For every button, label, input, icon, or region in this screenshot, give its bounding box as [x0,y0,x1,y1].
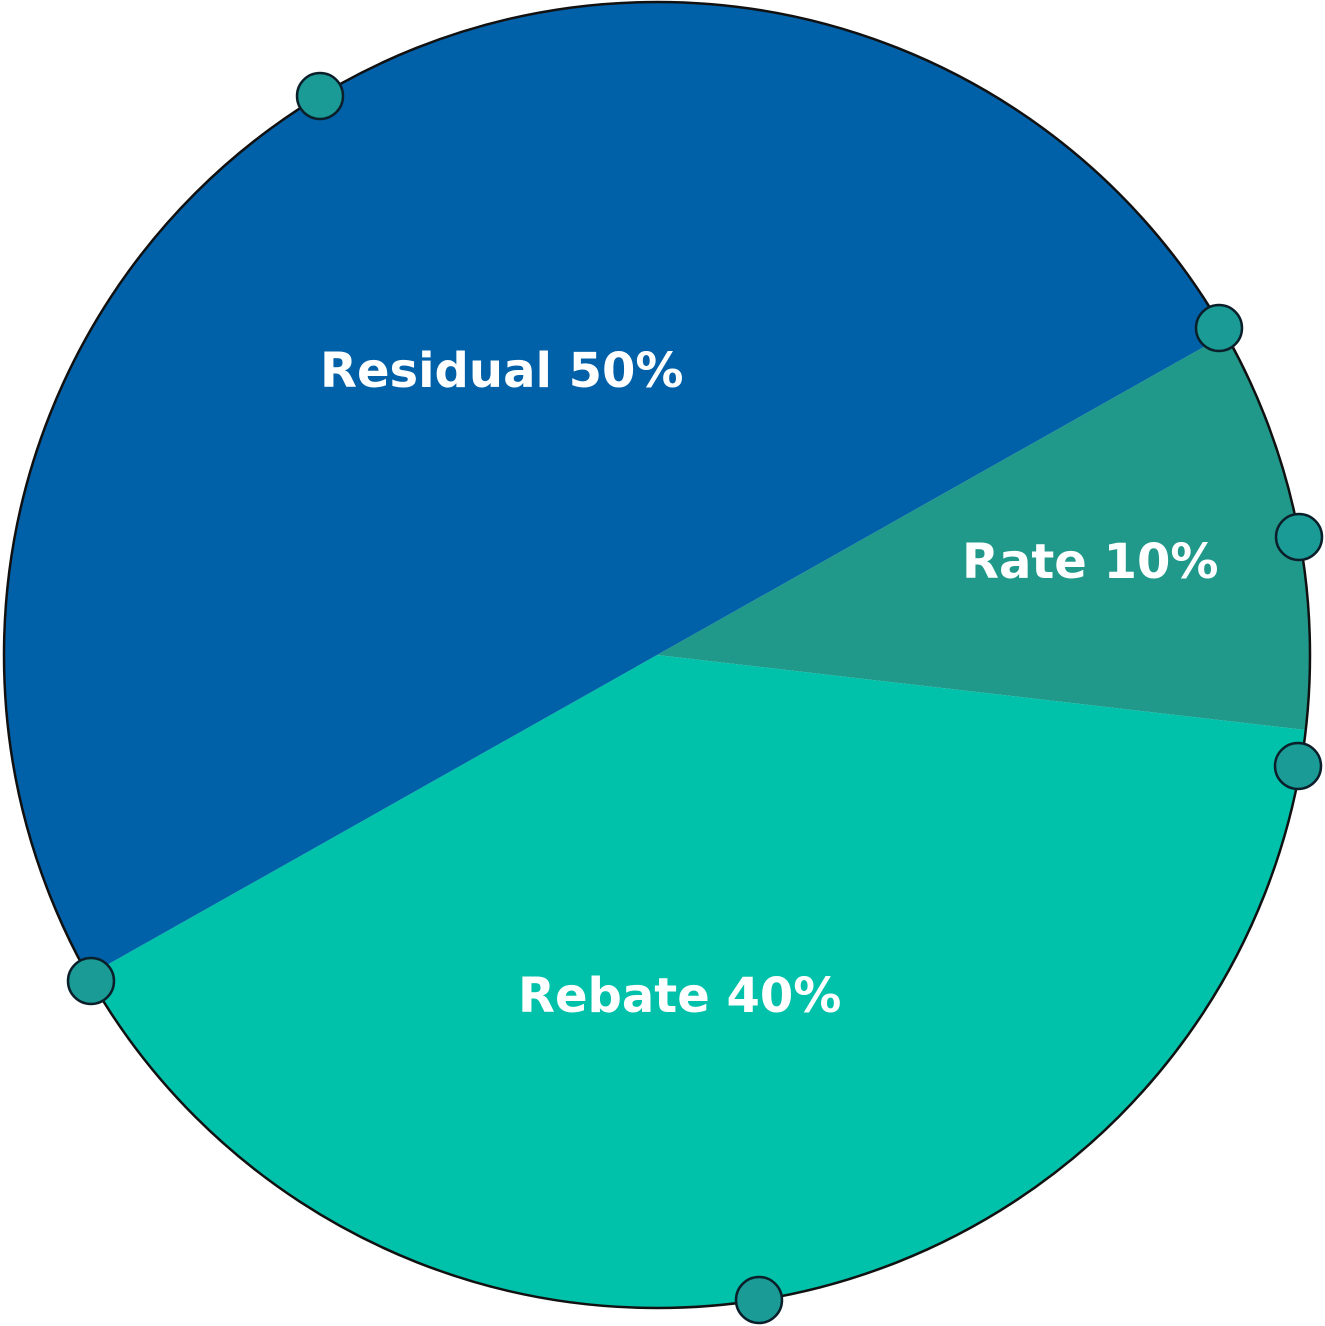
pie-slice-rate [657,334,1310,731]
resize-handle-5[interactable] [66,956,116,1006]
pie-slices [3,2,1310,1308]
pie-labels: Residual 50% Rate 10% Rebate 40% [320,343,1218,1024]
slice-label-rate: Rate 10% [962,534,1218,590]
resize-handle-6[interactable] [734,1275,784,1325]
pie-outline [2,0,1312,1310]
resize-handle-4[interactable] [1273,741,1323,791]
resize-handles[interactable] [66,71,1324,1325]
resize-handle-3[interactable] [1274,512,1324,562]
resize-handle-2[interactable] [1194,303,1244,353]
slice-label-residual: Residual 50% [320,343,684,399]
resize-handle-1[interactable] [295,71,345,121]
pie-slice-residual [3,2,1226,976]
slice-label-rebate: Rebate 40% [518,968,841,1024]
pie-slice-rebate [88,655,1306,1308]
